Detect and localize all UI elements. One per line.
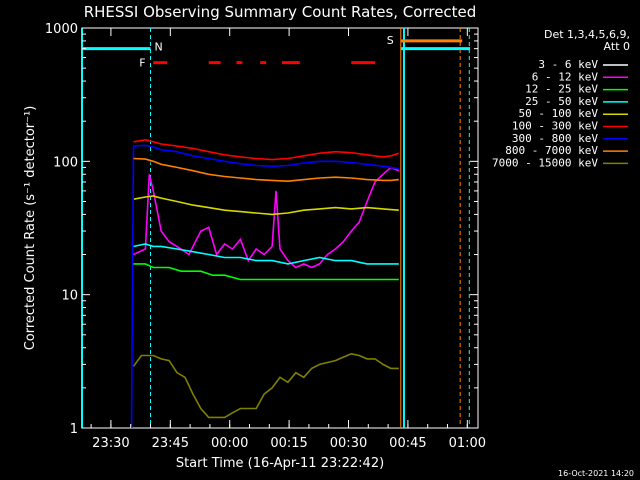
- footer-date: 16-Oct-2021 14:20: [558, 469, 634, 478]
- series-line-6-12-kev: [133, 166, 400, 269]
- series-line-25-50-kev: [133, 243, 399, 265]
- legend-label: 25 - 50 keV: [525, 95, 598, 108]
- legend-label: 100 - 300 keV: [512, 120, 598, 133]
- axis-layer: 23:30 23:45 00:00 00:15 00:30 00:45 01:00 1 10 10…: [45, 22, 486, 451]
- legend-label: 12 - 25 keV: [525, 83, 598, 96]
- x-tick-label: 00:45: [389, 436, 426, 451]
- series-line-800-7000-kev: [133, 157, 399, 183]
- chart-title: RHESSI Observing Summary Count Rates, Co…: [84, 3, 477, 21]
- x-tick-label: 00:15: [270, 436, 307, 451]
- series-line-300-800-kev: [130, 144, 399, 429]
- y-tick-label: 1: [70, 422, 78, 437]
- legend-header: Det 1,3,4,5,6,9,: [544, 28, 630, 41]
- series-line-100-300-kev: [133, 138, 400, 161]
- legend-label: 3 - 6 keV: [538, 58, 598, 71]
- y-tick-label: 1000: [45, 22, 78, 37]
- legend-label: 6 - 12 keV: [532, 70, 599, 83]
- night-flag-label: N: [155, 41, 163, 54]
- legend-label: 300 - 800 keV: [512, 132, 598, 145]
- x-tick-label: 23:30: [92, 436, 129, 451]
- saa-flag-label: S: [387, 34, 394, 47]
- series-line-7000-15000-kev: [132, 352, 399, 419]
- series-line-3-6-kev: [133, 150, 400, 296]
- legend-label: 800 - 7000 keV: [505, 144, 598, 157]
- legend-label: 50 - 100 keV: [519, 107, 599, 120]
- x-tick-label: 23:45: [152, 436, 189, 451]
- x-tick-label: 00:30: [330, 436, 367, 451]
- x-axis-label: Start Time (16-Apr-11 23:22:42): [176, 456, 384, 471]
- plot-frame: [81, 27, 479, 429]
- y-tick-label: 10: [61, 289, 78, 304]
- legend-header: Att 0: [604, 40, 630, 53]
- x-tick-label: 01:00: [449, 436, 486, 451]
- y-axis-label: Corrected Count Rate (s⁻¹ detector⁻¹): [23, 106, 38, 351]
- series-line-50-100-kev: [133, 195, 399, 216]
- legend-label: 7000 - 15000 keV: [492, 156, 598, 169]
- flare-flag-label: F: [139, 57, 145, 70]
- series-line-12-25-kev: [133, 263, 399, 281]
- y-tick-label: 100: [53, 155, 78, 170]
- plot-layer: N S F: [81, 28, 471, 429]
- x-tick-label: 00:00: [211, 436, 248, 451]
